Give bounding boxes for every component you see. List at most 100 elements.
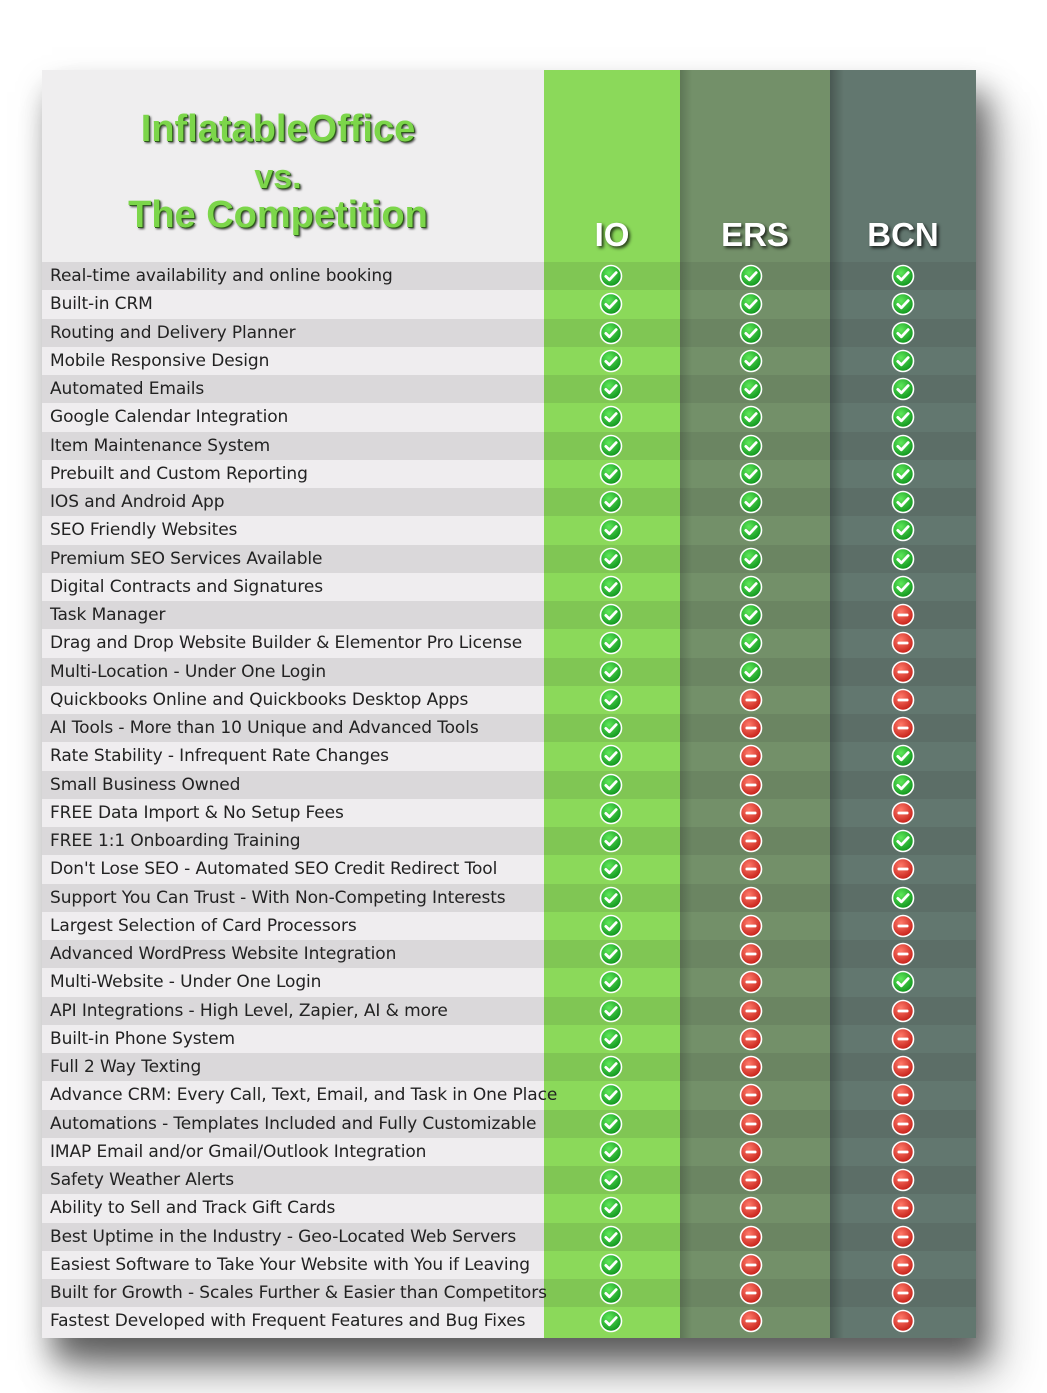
red-minus-circle-icon: [891, 1253, 915, 1277]
cell-io: [599, 744, 623, 768]
feature-label: Automations - Templates Included and Ful…: [50, 1113, 537, 1134]
table-row: Largest Selection of Card Processors: [42, 912, 976, 940]
feature-label: Built-in Phone System: [50, 1028, 235, 1049]
table-row: API Integrations - High Level, Zapier, A…: [42, 996, 976, 1025]
cell-bcn: [891, 1055, 915, 1079]
cell-ers: [739, 857, 763, 881]
red-minus-circle-icon: [891, 999, 915, 1022]
green-check-circle-icon: [599, 603, 623, 627]
green-check-circle-icon: [891, 264, 915, 288]
cell-bcn: [891, 603, 915, 627]
comparison-sheet: InflatableOffice vs. The Competition IO …: [42, 70, 976, 1338]
cell-bcn: [891, 1196, 915, 1220]
feature-label: AI Tools - More than 10 Unique and Advan…: [50, 718, 479, 738]
cell-ers: [739, 631, 763, 655]
green-check-circle-icon: [891, 292, 915, 316]
green-check-circle-icon: [739, 547, 763, 570]
green-check-circle-icon: [891, 829, 915, 853]
cell-bcn: [891, 1140, 915, 1164]
table-row: Premium SEO Services Available: [42, 544, 976, 573]
cell-bcn: [891, 716, 915, 740]
cell-ers: [739, 321, 763, 345]
green-check-circle-icon: [891, 547, 915, 570]
green-check-circle-icon: [739, 603, 763, 627]
green-check-circle-icon: [599, 1281, 623, 1305]
cell-io: [599, 292, 623, 316]
table-row: Built for Growth - Scales Further & Easi…: [42, 1279, 976, 1308]
table-row: FREE Data Import & No Setup Fees: [42, 799, 976, 827]
cell-io: [599, 631, 623, 655]
cell-io: [599, 914, 623, 938]
cell-bcn: [891, 1253, 915, 1277]
cell-ers: [739, 744, 763, 768]
feature-label: Routing and Delivery Planner: [50, 322, 296, 343]
cell-ers: [739, 405, 763, 429]
cell-bcn: [891, 1168, 915, 1192]
table-row: Real-time availability and online bookin…: [42, 262, 976, 291]
cell-io: [599, 1168, 623, 1192]
cell-bcn: [891, 631, 915, 655]
green-check-circle-icon: [891, 744, 915, 768]
table-row: Prebuilt and Custom Reporting: [42, 460, 976, 488]
cell-bcn: [891, 970, 915, 994]
green-check-circle-icon: [599, 1196, 623, 1220]
green-check-circle-icon: [891, 970, 915, 994]
row-stripe: [42, 290, 976, 318]
cell-ers: [739, 886, 763, 910]
feature-label: Easiest Software to Take Your Website wi…: [50, 1254, 530, 1275]
title-line-3: The Competition: [128, 194, 428, 236]
feature-label: Small Business Owned: [50, 774, 241, 795]
cell-io: [599, 857, 623, 881]
green-check-circle-icon: [599, 1112, 623, 1135]
green-check-circle-icon: [739, 490, 763, 514]
red-minus-circle-icon: [891, 1083, 915, 1107]
feature-label: Mobile Responsive Design: [50, 350, 270, 371]
cell-ers: [739, 547, 763, 571]
row-stripe: [42, 770, 976, 799]
green-check-circle-icon: [599, 716, 623, 740]
table-row: Mobile Responsive Design: [42, 347, 976, 375]
green-check-circle-icon: [599, 264, 623, 288]
cell-bcn: [891, 773, 915, 797]
green-check-circle-icon: [739, 405, 763, 429]
cell-io: [599, 1055, 623, 1079]
cell-io: [599, 970, 623, 994]
red-minus-circle-icon: [739, 1253, 763, 1277]
red-minus-circle-icon: [739, 1112, 763, 1135]
cell-ers: [739, 1309, 763, 1333]
red-minus-circle-icon: [739, 744, 763, 768]
feature-label: FREE Data Import & No Setup Fees: [50, 802, 344, 823]
feature-label: Advanced WordPress Website Integration: [50, 944, 397, 964]
cell-ers: [739, 292, 763, 316]
cell-bcn: [891, 688, 915, 712]
green-check-circle-icon: [739, 631, 763, 655]
green-check-circle-icon: [599, 1225, 623, 1248]
row-stripe: [42, 996, 976, 1025]
red-minus-circle-icon: [739, 970, 763, 994]
cell-bcn: [891, 547, 915, 571]
green-check-circle-icon: [891, 575, 915, 599]
red-minus-circle-icon: [891, 942, 915, 966]
cell-ers: [739, 462, 763, 486]
red-minus-circle-icon: [739, 886, 763, 909]
green-check-circle-icon: [599, 1027, 623, 1051]
cell-ers: [739, 970, 763, 994]
cell-ers: [739, 349, 763, 373]
row-stripe: [42, 827, 976, 856]
cell-bcn: [891, 999, 915, 1023]
cell-ers: [739, 490, 763, 514]
green-check-circle-icon: [739, 349, 763, 373]
cell-bcn: [891, 1281, 915, 1305]
cell-ers: [739, 660, 763, 684]
red-minus-circle-icon: [739, 1225, 763, 1248]
row-stripe: [42, 1222, 976, 1251]
red-minus-circle-icon: [891, 1225, 915, 1248]
green-check-circle-icon: [739, 377, 763, 401]
cell-ers: [739, 1055, 763, 1079]
table-row: Digital Contracts and Signatures: [42, 573, 976, 601]
green-check-circle-icon: [599, 688, 623, 712]
red-minus-circle-icon: [891, 801, 915, 825]
table-row: Google Calendar Integration: [42, 403, 976, 431]
feature-label: IOS and Android App: [50, 492, 225, 512]
cell-bcn: [891, 1225, 915, 1249]
